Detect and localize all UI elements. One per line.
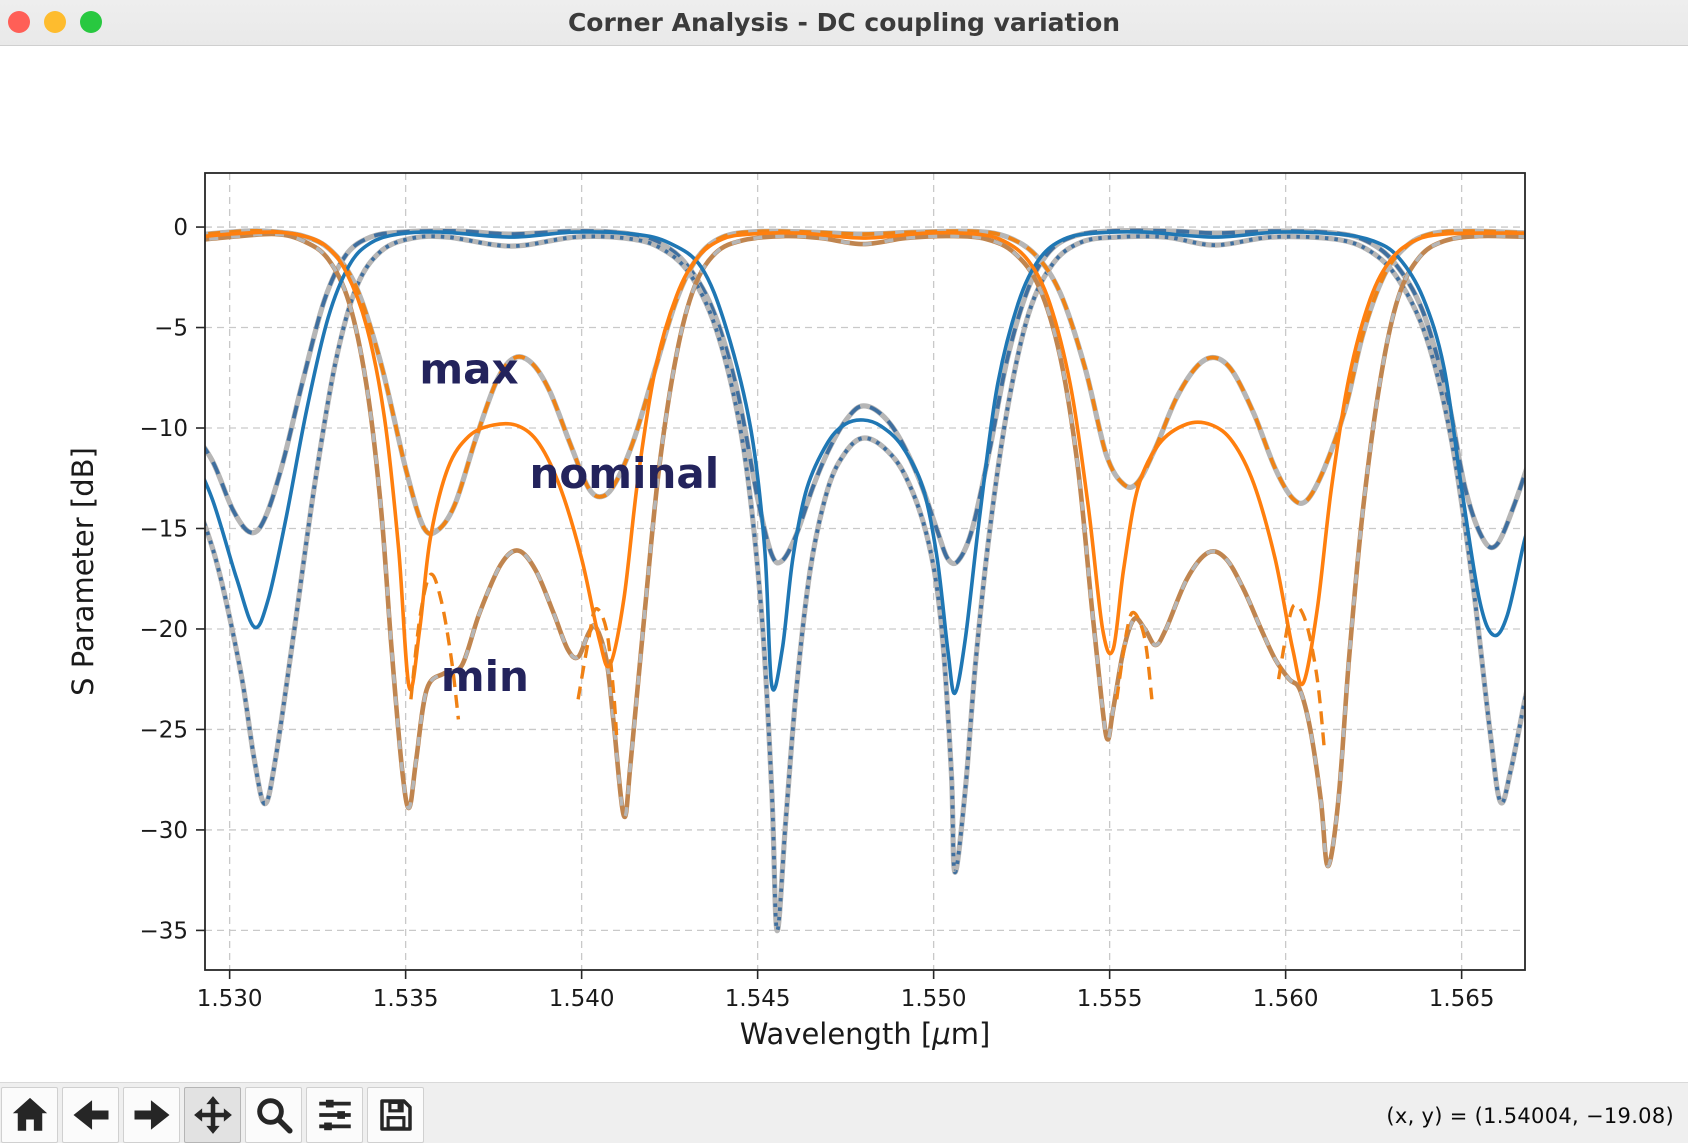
toolbar-button-back[interactable]: [62, 1087, 119, 1143]
toolbar-button-forward[interactable]: [123, 1087, 180, 1143]
toolbar-buttons: [1, 1087, 424, 1143]
annotation-min: min: [441, 652, 529, 701]
curves-layer: [205, 227, 1525, 934]
forward-arrow-icon: [134, 1100, 169, 1130]
y-tick-label: 0: [173, 215, 188, 241]
home-icon: [12, 1097, 47, 1131]
x-axis-label: Wavelength [μm]: [740, 1017, 991, 1051]
back-arrow-icon: [73, 1100, 108, 1130]
tick-marks: [196, 226, 1463, 979]
toolbar-button-zoom[interactable]: [245, 1087, 302, 1143]
drop-nominal-curve: [205, 230, 1525, 692]
y-tick-label: −15: [139, 516, 188, 542]
close-window-button[interactable]: [8, 11, 30, 33]
drop-min-corner-base: [205, 231, 1525, 869]
y-tick-label: −20: [139, 617, 188, 643]
toolbar-button-save[interactable]: [367, 1087, 424, 1143]
x-tick-label: 1.565: [1429, 986, 1495, 1012]
corner-detail-arc-4-curve: [1276, 603, 1327, 750]
axes-frame: [204, 172, 1526, 971]
corner-detail-arc-3-curve: [1115, 610, 1154, 700]
x-tick-label: 1.540: [549, 986, 615, 1012]
title-bar[interactable]: Corner Analysis - DC coupling variation: [0, 0, 1688, 46]
x-tick-label: 1.530: [197, 986, 263, 1012]
toolbar-button-pan[interactable]: [184, 1087, 241, 1143]
tick-labels: 1.530 1.535 1.540 1.545 1.550 1.555 1.560 1.565…: [139, 215, 1494, 1012]
annotation-nominal: nominal: [530, 449, 720, 498]
x-tick-label: 1.545: [725, 986, 791, 1012]
thru-nominal-curve: [205, 229, 1525, 696]
y-tick-label: −35: [139, 918, 188, 944]
y-tick-label: −10: [139, 416, 188, 442]
cursor-coordinates-readout: (x, y) = (1.54004, −19.08): [1386, 1104, 1674, 1128]
x-tick-label: 1.555: [1077, 986, 1143, 1012]
window-title: Corner Analysis - DC coupling variation: [567, 8, 1121, 37]
annotation-max: max: [419, 345, 518, 394]
x-tick-label: 1.535: [373, 986, 439, 1012]
zoom-window-button[interactable]: [80, 11, 102, 33]
toolbar-button-subplots[interactable]: [306, 1087, 363, 1143]
save-floppy-icon: [379, 1099, 412, 1131]
y-tick-label: −25: [139, 717, 188, 743]
x-tick-label: 1.550: [901, 986, 967, 1012]
y-axis-label: S Parameter [dB]: [66, 447, 100, 696]
x-tick-label: 1.560: [1253, 986, 1319, 1012]
minimize-window-button[interactable]: [44, 11, 66, 33]
y-tick-label: −5: [154, 316, 188, 342]
sliders-icon: [318, 1099, 351, 1131]
toolbar-button-home[interactable]: [1, 1087, 58, 1143]
pan-move-icon: [193, 1096, 232, 1134]
drop-max-corner-curve: [205, 228, 1525, 536]
y-tick-label: −30: [139, 818, 188, 844]
corner-detail-arc-1-curve: [409, 572, 461, 720]
traffic-lights: [8, 11, 102, 33]
zoom-magnifier-icon: [256, 1098, 293, 1134]
navigation-toolbar: (x, y) = (1.54004, −19.08): [0, 1082, 1688, 1143]
